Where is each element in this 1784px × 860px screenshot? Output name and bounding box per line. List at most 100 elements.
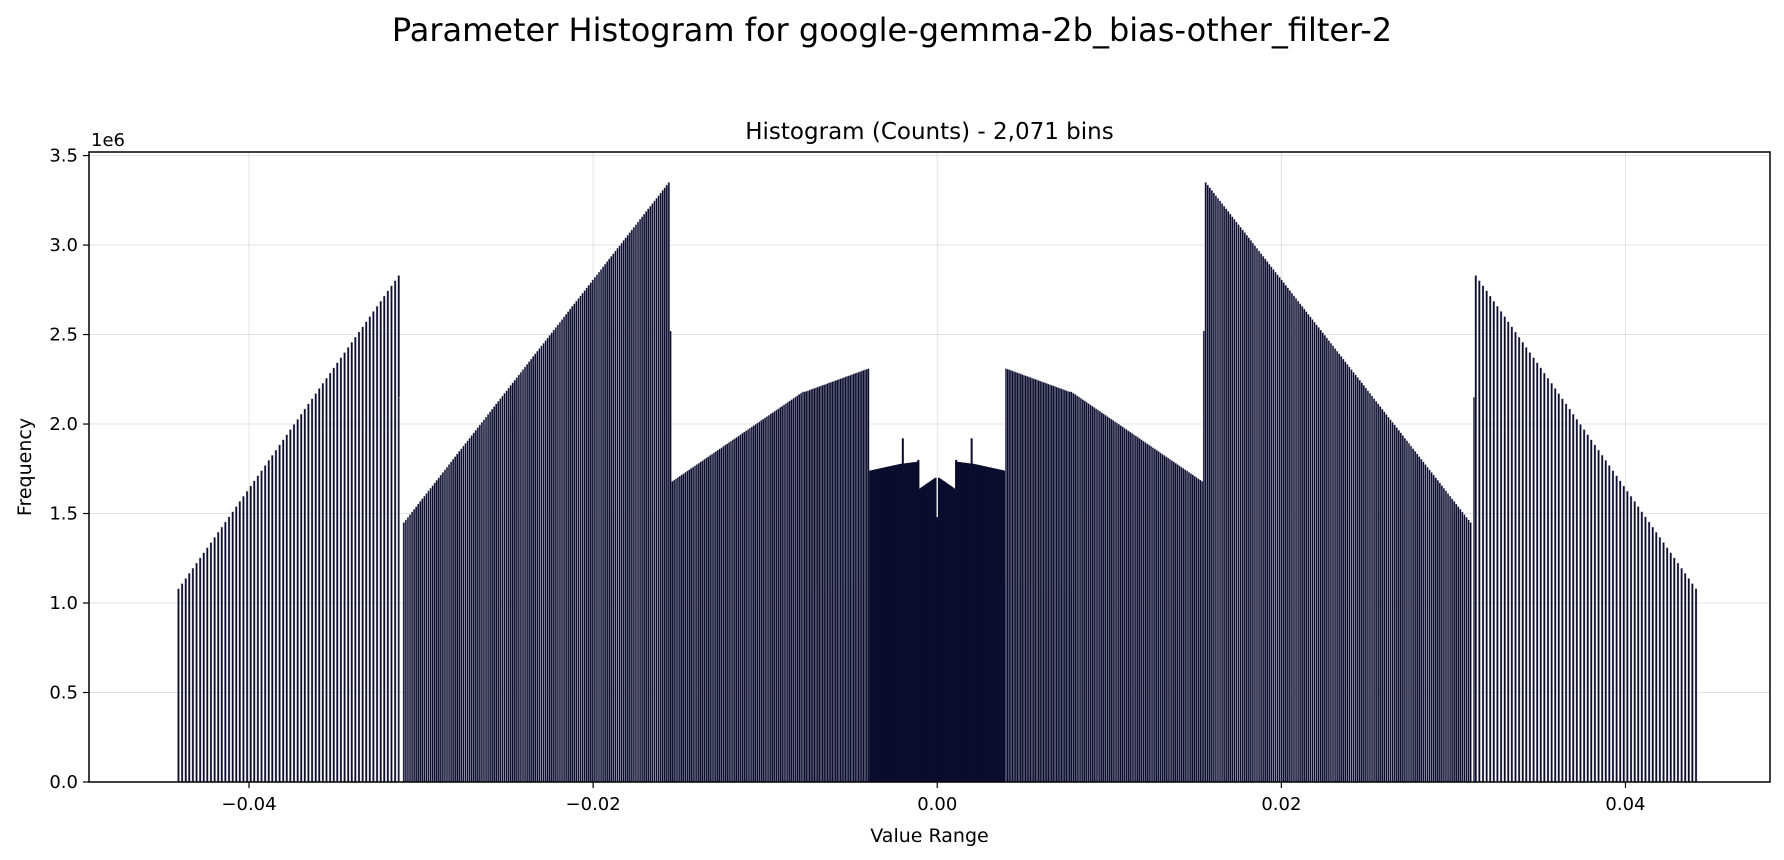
histogram-bar [1346,364,1349,783]
histogram-bar [1489,295,1492,783]
histogram-bar [1070,391,1073,783]
histogram-bar [1496,306,1499,783]
histogram-bar [1358,379,1361,783]
histogram-bar [585,287,588,783]
histogram-bar [737,435,740,783]
histogram-bar [1687,578,1690,783]
histogram-bar [726,443,729,783]
histogram-bar [1370,395,1374,783]
histogram-bar [314,393,317,783]
histogram-bar [992,468,995,782]
histogram-bar [1333,348,1337,783]
histogram-bar [336,362,339,783]
histogram-bar [235,506,238,783]
histogram-bar [350,342,353,783]
histogram-bar [779,407,782,783]
histogram-bar [788,400,791,783]
histogram-bar [610,256,613,783]
histogram-bar [655,198,658,783]
histogram-bar [365,321,368,783]
histogram-bar [1108,417,1111,783]
histogram-bar [1106,416,1109,783]
histogram-bar [1465,517,1468,783]
histogram-bar [1481,285,1485,783]
histogram-bar [941,480,944,782]
histogram-bar [560,319,564,783]
histogram-bar [1227,211,1230,783]
histogram-bar [974,464,977,782]
histogram-bar [242,496,245,783]
histogram-bar [1669,552,1672,783]
histogram-bar [997,469,1000,782]
histogram-bar [1204,182,1207,783]
histogram-bar [632,227,635,783]
histogram-bar [1138,438,1141,783]
histogram-bar [990,467,993,782]
histogram-bar [878,468,881,782]
histogram-bar [1193,475,1196,783]
histogram-bar [884,467,887,782]
histogram-bar [1457,506,1460,783]
histogram-bar [1087,403,1090,783]
histogram-bar [896,464,899,782]
histogram-bar [796,395,799,783]
histogram-bar [563,316,566,783]
histogram-bar [877,468,880,782]
histogram-bar [1665,547,1669,783]
histogram-bar [948,485,951,782]
histogram-bar [745,430,748,783]
histogram-bar [1461,511,1464,783]
histogram-bar [515,377,518,783]
histogram-bar [1002,470,1005,782]
histogram-bar [909,462,912,782]
histogram-bar [1459,509,1462,783]
histogram-bar [1098,411,1101,783]
histogram-bar [1528,352,1532,783]
histogram-bar [411,511,414,783]
histogram-bar [676,477,680,783]
histogram-bar [692,466,695,783]
histogram-bar [893,465,896,782]
histogram-bar [482,419,486,783]
histogram-bar [1074,394,1077,783]
histogram-bar [767,414,771,783]
histogram-bar [1377,403,1380,783]
histogram-bar [1608,465,1611,783]
histogram-bar [476,427,479,783]
histogram-bar [1093,407,1096,783]
histogram-bar [871,470,874,782]
histogram-bar [548,335,551,783]
histogram-bar [735,437,738,783]
histogram-bar [1235,221,1238,783]
histogram-bar [577,298,580,783]
histogram-bar [521,369,525,783]
histogram-bar [443,469,447,783]
histogram-bar [775,409,778,783]
histogram-bar [1301,306,1304,783]
histogram-bar [957,461,960,782]
histogram-bar [1385,414,1388,783]
histogram-bar [927,482,930,782]
histogram-bar [1083,400,1086,783]
histogram-bar [1216,198,1220,783]
histogram-bar [1586,434,1589,783]
histogram-bar [1132,434,1136,783]
histogram-bar [647,208,650,783]
histogram-bar [1225,208,1228,783]
histogram-bar [626,234,629,783]
histogram-bar [565,314,568,783]
histogram-bar [354,336,357,783]
histogram-bar [458,451,461,783]
histogram-bar [750,426,753,783]
histogram-bar [645,211,648,783]
histogram-bar [1131,433,1134,783]
histogram-bar [1081,399,1084,783]
histogram-bar [413,509,416,783]
histogram-bar [462,445,465,783]
x-tick-label: 0.00 [917,794,957,815]
histogram-bar [1393,424,1396,783]
histogram-bar [466,440,469,783]
histogram-bar [1119,425,1122,783]
histogram-bar [256,475,260,783]
histogram-bar [1176,464,1179,783]
